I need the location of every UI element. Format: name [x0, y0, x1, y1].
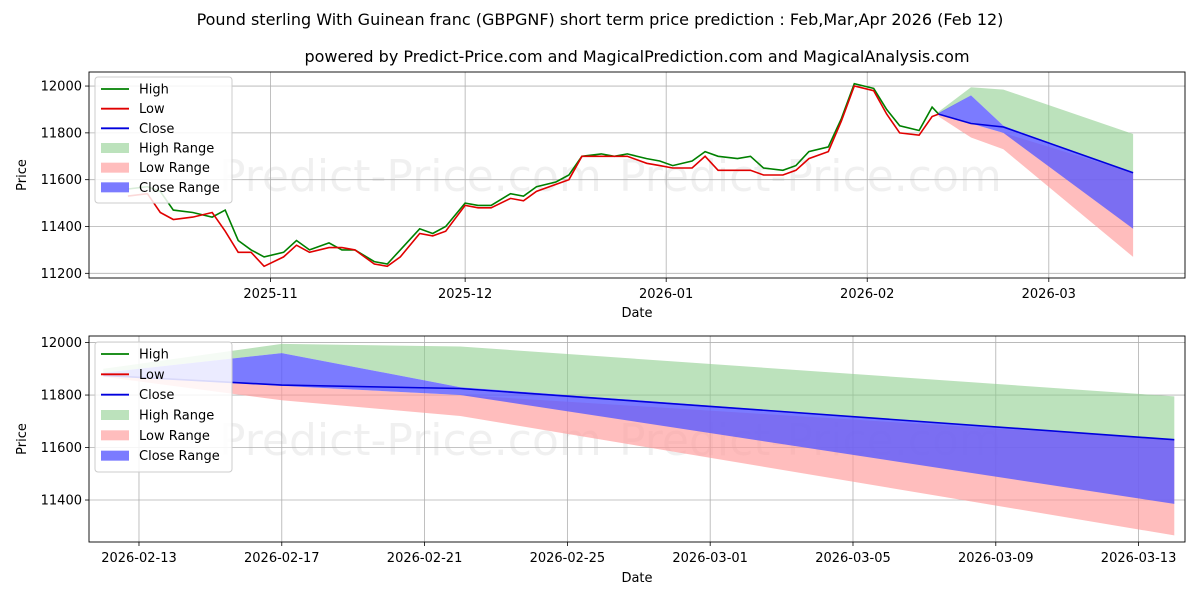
- watermark-text: Predict-Price.com: [219, 151, 602, 202]
- y-tick-label: 11600: [41, 173, 82, 188]
- legend-label: Close Range: [139, 181, 220, 196]
- x-tick-label: 2026-03-01: [672, 551, 748, 566]
- y-tick-label: 11800: [41, 389, 82, 404]
- y-tick-label: 11400: [41, 494, 82, 509]
- y-axis-label: Price: [15, 423, 30, 455]
- high-range-band: [938, 87, 1134, 173]
- y-tick-label: 11200: [41, 267, 82, 282]
- legend-label: Low Range: [139, 429, 210, 444]
- x-tick-label: 2026-02: [840, 287, 894, 302]
- x-tick-label: 2026-03-09: [958, 551, 1034, 566]
- legend-box: [94, 76, 233, 204]
- x-tick-label: 2026-01: [639, 287, 693, 302]
- y-tick-label: 12000: [41, 336, 82, 351]
- close-forecast-line: [938, 113, 1134, 174]
- y-tick-label: 11800: [41, 126, 82, 141]
- legend-label: Low: [139, 368, 165, 383]
- legend-box: [94, 341, 233, 473]
- legend-label: Low Range: [139, 161, 210, 176]
- y-tick-label: 11400: [41, 220, 82, 235]
- legend: High Low Close High Range Low Range Close Ran…: [94, 341, 233, 473]
- legend-label: High Range: [139, 409, 214, 424]
- x-tick-label: 2026-03: [1022, 287, 1076, 302]
- high-series-line: [127, 82, 940, 265]
- y-axis-label: Price: [15, 159, 30, 191]
- high-range-band: [103, 343, 1175, 440]
- x-axis-label: Date: [621, 306, 652, 321]
- legend-swatch-patch: [101, 143, 129, 153]
- x-tick-label: 2025-11: [243, 287, 297, 302]
- legend-swatch-patch: [101, 430, 129, 441]
- x-tick-label: 2025-12: [438, 287, 492, 302]
- x-tick-label: 2026-03-05: [815, 551, 891, 566]
- legend-label: Close Range: [139, 449, 220, 464]
- y-tick-label: 12000: [41, 80, 82, 95]
- chart-title: Pound sterling With Guinean franc (GBPGN…: [197, 10, 1004, 29]
- low-series-line: [127, 85, 939, 268]
- legend-swatch-patch: [101, 162, 129, 173]
- legend-label: Close: [139, 388, 174, 403]
- axes-frame: [88, 71, 1186, 279]
- close-range-band: [938, 95, 1134, 229]
- legend-label: Close: [139, 122, 174, 137]
- axes-frame: [88, 335, 1186, 543]
- legend-swatch-patch: [101, 410, 129, 420]
- legend: High Low Close High Range Low Range Close Ran…: [94, 76, 233, 204]
- x-tick-label: 2026-02-17: [244, 551, 320, 566]
- x-axis-label: Date: [621, 571, 652, 586]
- legend-label: Low: [139, 102, 165, 117]
- legend-swatch-patch: [101, 450, 129, 461]
- x-tick-label: 2026-02-25: [530, 551, 606, 566]
- x-tick-label: 2026-03-13: [1101, 551, 1177, 566]
- watermark-text: Predict-Price.com: [619, 151, 1002, 202]
- legend-label: High: [139, 83, 169, 98]
- plot-area: [127, 82, 1134, 268]
- chart-subtitle: powered by Predict-Price.com and Magical…: [304, 47, 969, 66]
- bottom-panel: Predict-Price.comPredict-Price.com114001…: [15, 335, 1186, 586]
- x-tick-label: 2026-02-21: [387, 551, 463, 566]
- legend-label: High Range: [139, 142, 214, 157]
- legend-label: High: [139, 348, 169, 363]
- y-tick-label: 11600: [41, 441, 82, 456]
- x-tick-label: 2026-02-13: [101, 551, 177, 566]
- top-panel: Predict-Price.com Predict-Price.com 11200 1…: [15, 71, 1186, 321]
- legend-swatch-patch: [101, 182, 129, 193]
